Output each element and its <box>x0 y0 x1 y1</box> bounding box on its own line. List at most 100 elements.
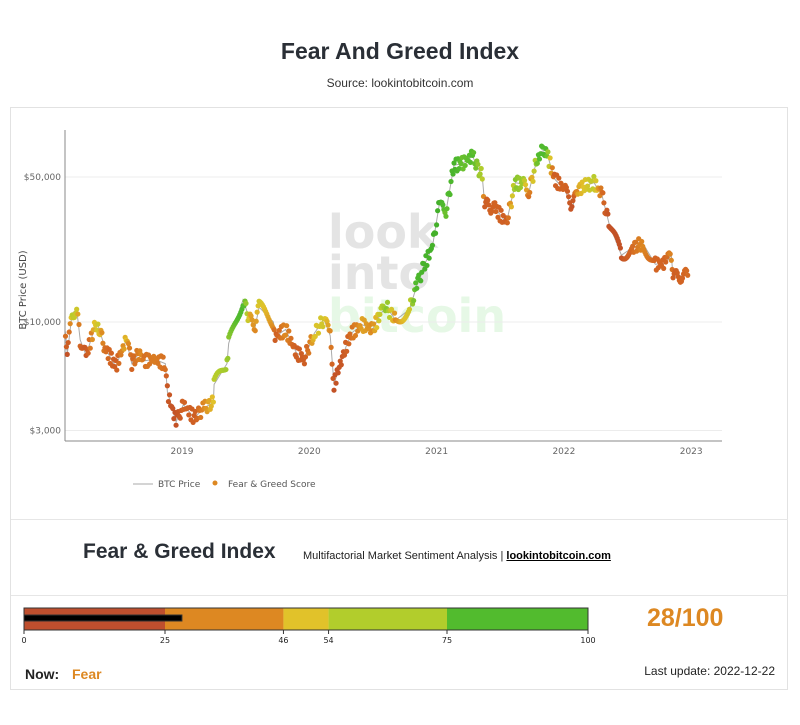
fear-greed-point <box>493 208 499 215</box>
page-title: Fear And Greed Index <box>280 38 520 64</box>
fear-greed-point <box>569 204 575 210</box>
fear-greed-point <box>600 190 606 196</box>
fear-greed-point <box>391 310 398 316</box>
fear-greed-point <box>335 370 341 376</box>
fear-greed-point <box>325 322 331 328</box>
fear-greed-point <box>384 299 391 305</box>
fear-greed-point <box>65 339 71 346</box>
fear-greed-point <box>75 311 81 317</box>
fear-greed-point <box>225 355 231 361</box>
fear-greed-point <box>171 416 177 422</box>
fear-greed-point <box>271 327 277 333</box>
index-subtitle-text: Multifactorial Market Sentiment Analysis… <box>303 550 507 562</box>
fear-greed-point <box>87 345 93 351</box>
fear-greed-point <box>670 275 676 281</box>
fear-greed-point <box>549 165 555 171</box>
gauge-tick-label: 46 <box>278 636 288 645</box>
fear-greed-point <box>129 366 135 373</box>
fear-greed-point <box>315 330 322 336</box>
fear-greed-point <box>63 344 69 350</box>
watermark-logo: look into bitcoin <box>328 205 506 343</box>
fear-greed-point <box>162 366 168 373</box>
fear-greed-point <box>121 346 127 352</box>
fear-greed-point <box>206 397 212 404</box>
fear-greed-point <box>209 394 215 400</box>
now-value: Fear <box>72 666 102 682</box>
gauge-band <box>447 608 588 630</box>
fear-greed-point <box>95 321 101 327</box>
fear-greed-point <box>76 321 82 328</box>
index-subtitle: Multifactorial Market Sentiment Analysis… <box>303 550 611 562</box>
fear-greed-point <box>450 171 456 177</box>
chart-card <box>10 107 788 690</box>
divider <box>11 595 788 596</box>
fear-greed-point <box>684 268 690 274</box>
fear-greed-point <box>371 321 377 327</box>
y-tick-label: $3,000 <box>30 426 62 436</box>
fear-greed-point <box>462 162 468 169</box>
fear-greed-point <box>376 318 382 324</box>
fear-greed-point <box>352 332 359 339</box>
fear-greed-point <box>388 306 395 312</box>
fear-greed-point <box>62 333 69 339</box>
fear-greed-point <box>434 222 440 228</box>
fear-greed-point <box>529 174 535 180</box>
gauge-tick-label: 75 <box>442 636 452 645</box>
fear-greed-point <box>444 206 450 212</box>
fear-greed-point <box>99 330 105 336</box>
current-value-bar <box>23 614 183 622</box>
fear-greed-point <box>164 383 170 389</box>
x-tick-label: 2022 <box>552 447 575 457</box>
fear-greed-point <box>530 178 536 184</box>
fear-greed-point <box>605 211 611 217</box>
legend: BTC Price Fear & Greed Score <box>133 480 316 490</box>
legend-label[interactable]: BTC Price <box>158 480 201 490</box>
fear-greed-point <box>448 178 454 185</box>
fear-greed-point <box>114 367 120 373</box>
fear-greed-point <box>100 340 106 346</box>
fear-greed-point <box>630 243 636 249</box>
fear-greed-point <box>116 360 122 366</box>
index-title: Fear & Greed Index <box>83 540 276 563</box>
fear-greed-point <box>329 361 335 367</box>
fear-greed-point <box>125 341 132 347</box>
fear-greed-point <box>71 314 78 320</box>
fear-greed-point <box>66 329 72 335</box>
fear-greed-point <box>252 328 258 334</box>
fear-greed-point <box>545 149 551 155</box>
fear-greed-point <box>166 392 173 398</box>
watermark-line: look <box>328 205 439 259</box>
fear-greed-point <box>661 265 667 271</box>
fear-greed-point <box>458 161 464 167</box>
legend-label[interactable]: Fear & Greed Score <box>228 480 316 490</box>
fear-greed-point <box>473 165 479 171</box>
x-tick-label: 2021 <box>425 447 448 457</box>
fear-greed-point <box>509 193 515 199</box>
legend-dot-icon <box>212 480 218 486</box>
divider <box>11 519 788 520</box>
fear-greed-point <box>374 324 380 331</box>
fear-greed-point <box>126 345 133 351</box>
fear-greed-point <box>419 269 425 275</box>
fear-greed-point <box>284 323 290 329</box>
fear-greed-point <box>584 183 591 189</box>
fear-greed-point <box>429 242 436 248</box>
fear-greed-point <box>282 332 289 338</box>
fear-greed-point <box>181 399 188 405</box>
fear-greed-point <box>447 191 453 198</box>
fear-greed-point <box>531 168 537 174</box>
fear-greed-point <box>105 355 111 362</box>
fear-greed-point <box>418 278 424 284</box>
fear-greed-point <box>296 346 303 352</box>
fear-greed-point <box>67 321 73 327</box>
gauge-tick-label: 0 <box>21 636 26 645</box>
fear-greed-point <box>163 373 169 379</box>
fear-greed-point <box>668 257 674 263</box>
source-link[interactable]: lookintobitcoin.com <box>506 550 611 562</box>
fear-greed-point <box>118 352 124 358</box>
price-chart: look into bitcoin BTC Price (USD) $50,00… <box>18 130 722 490</box>
last-update: Last update: 2022-12-22 <box>644 664 775 678</box>
fear-greed-point <box>243 300 249 306</box>
fear-greed-point <box>521 177 528 184</box>
fear-greed-point <box>489 208 495 215</box>
